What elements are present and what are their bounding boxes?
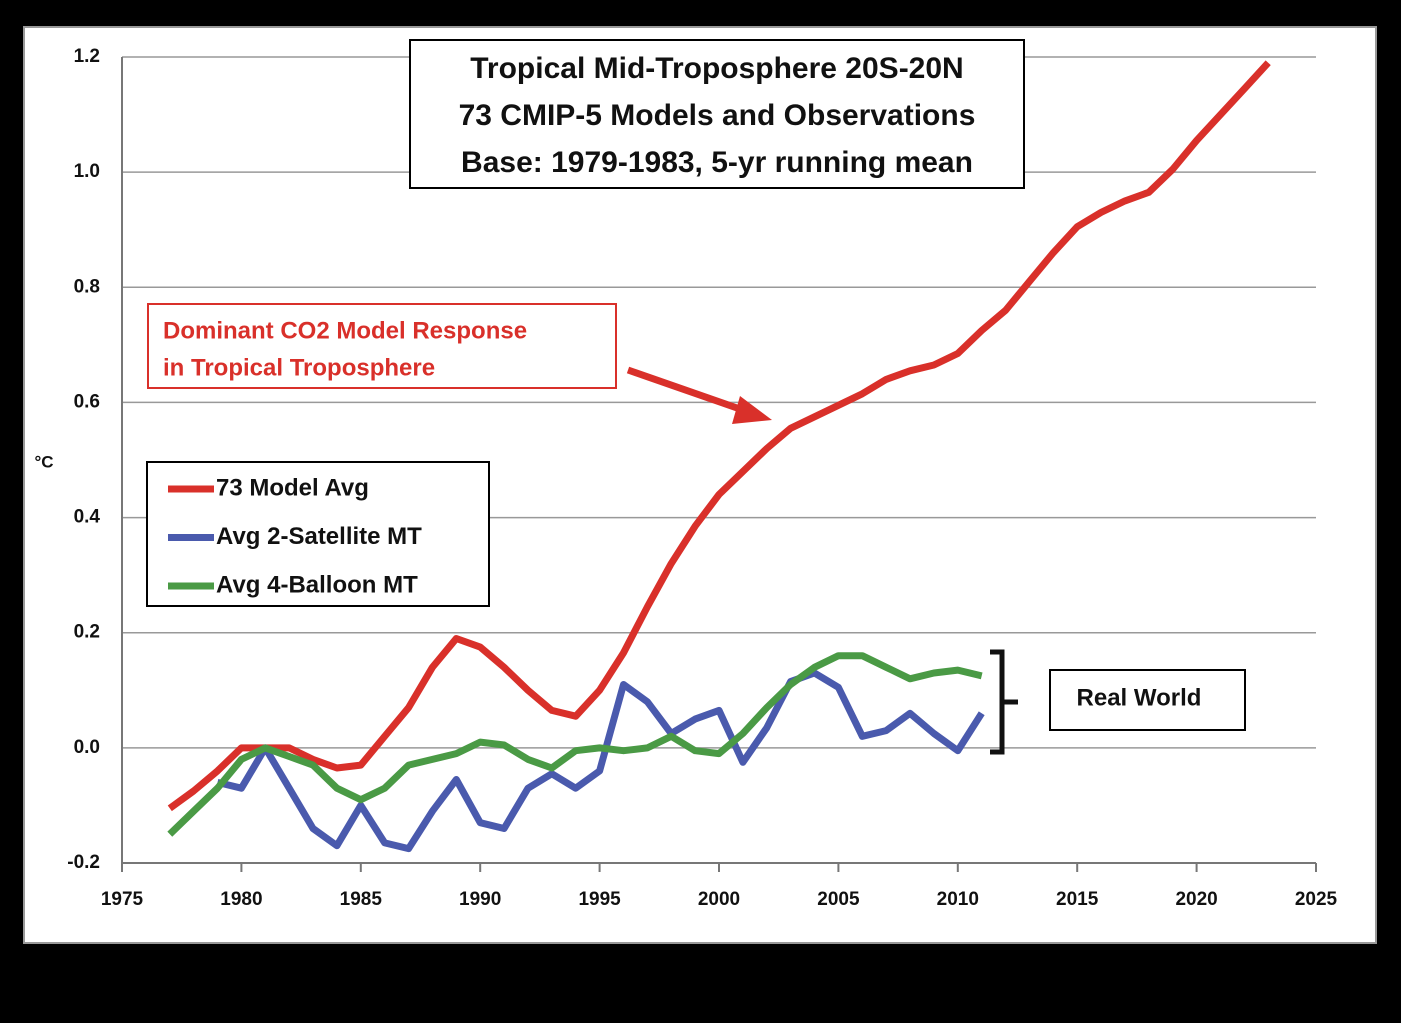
- legend-label: Avg 4-Balloon MT: [216, 571, 418, 598]
- annotation: Real World: [1077, 684, 1202, 711]
- bracket: [990, 649, 1018, 755]
- x-tick-label: 1985: [340, 889, 383, 910]
- annotation-box: [147, 303, 617, 389]
- y-tick-label: 0.8: [74, 276, 100, 297]
- x-tick-label: 2025: [1295, 889, 1338, 910]
- y-tick-label: -0.2: [67, 852, 100, 873]
- y-tick-label: 0.4: [74, 507, 101, 528]
- chart-title: Base: 1979-1983, 5-yr running mean: [461, 146, 973, 179]
- legend-label: Avg 2-Satellite MT: [216, 523, 422, 550]
- title-box: [409, 39, 1025, 189]
- chart-title: Tropical Mid-Troposphere 20S-20N: [470, 52, 963, 85]
- x-tick-label: 1975: [101, 889, 144, 910]
- annotation: in Tropical Troposphere: [163, 354, 435, 381]
- x-tick-label: 2005: [817, 889, 860, 910]
- x-tick-label: 1990: [459, 889, 501, 910]
- series-line: [167, 60, 1271, 812]
- y-axis-label: °C: [34, 452, 53, 471]
- annotation: Dominant CO2 Model Response: [163, 317, 527, 344]
- y-tick-label: 1.2: [74, 46, 100, 67]
- x-tick-label: 1980: [220, 889, 262, 910]
- series-line: [167, 652, 983, 837]
- y-tick-label: 0.6: [74, 391, 100, 412]
- legend-label: 73 Model Avg: [216, 474, 369, 501]
- y-tick-label: 0.2: [74, 622, 100, 643]
- x-tick-label: 2000: [698, 889, 740, 910]
- series-line: [216, 669, 985, 853]
- x-tick-label: 2010: [937, 889, 979, 910]
- x-tick-label: 1995: [578, 889, 621, 910]
- x-tick-label: 2020: [1175, 889, 1217, 910]
- chart-title: 73 CMIP-5 Models and Observations: [459, 99, 976, 132]
- y-tick-label: 1.0: [74, 161, 100, 182]
- annotation-arrowhead: [732, 396, 772, 424]
- annotation-box: [1049, 669, 1246, 731]
- y-tick-label: 0.0: [74, 737, 100, 758]
- x-tick-label: 2015: [1056, 889, 1099, 910]
